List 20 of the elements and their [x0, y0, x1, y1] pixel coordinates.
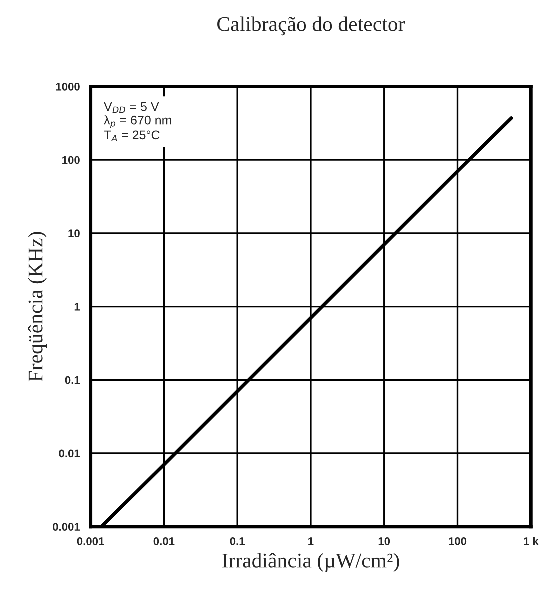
x-tick-label: 0.1: [230, 538, 245, 546]
y-tick-label: 0.001: [53, 523, 80, 531]
x-tick-label: 0.01: [154, 538, 175, 546]
annotation: V$_{DD}$ = 5 V: [104, 102, 160, 114]
y-axis-title: Freqüência (KHz): [28, 232, 48, 382]
chart-title: Calibração do detector: [218, 16, 406, 36]
x-tick-label: 100: [449, 538, 467, 546]
x-tick-label: 0.001: [77, 538, 104, 546]
annotation: λ$_{p}$ = 670 nm: [104, 116, 172, 129]
x-axis-title: Irradiância (µW/cm²): [222, 553, 400, 572]
y-tick-label: 100: [62, 156, 80, 164]
y-tick-label: 1: [74, 303, 80, 311]
y-tick-label: 0.1: [65, 376, 80, 384]
annotation: T$_{A}$ = 25°C: [104, 130, 160, 142]
x-tick-label: 10: [378, 538, 390, 546]
y-tick-label: 0.01: [59, 450, 80, 458]
x-tick-label: 1 k: [524, 537, 539, 546]
x-tick-label: 1: [308, 538, 314, 546]
y-tick-label: 10: [68, 230, 80, 238]
y-tick-label: 1000: [56, 82, 80, 91]
